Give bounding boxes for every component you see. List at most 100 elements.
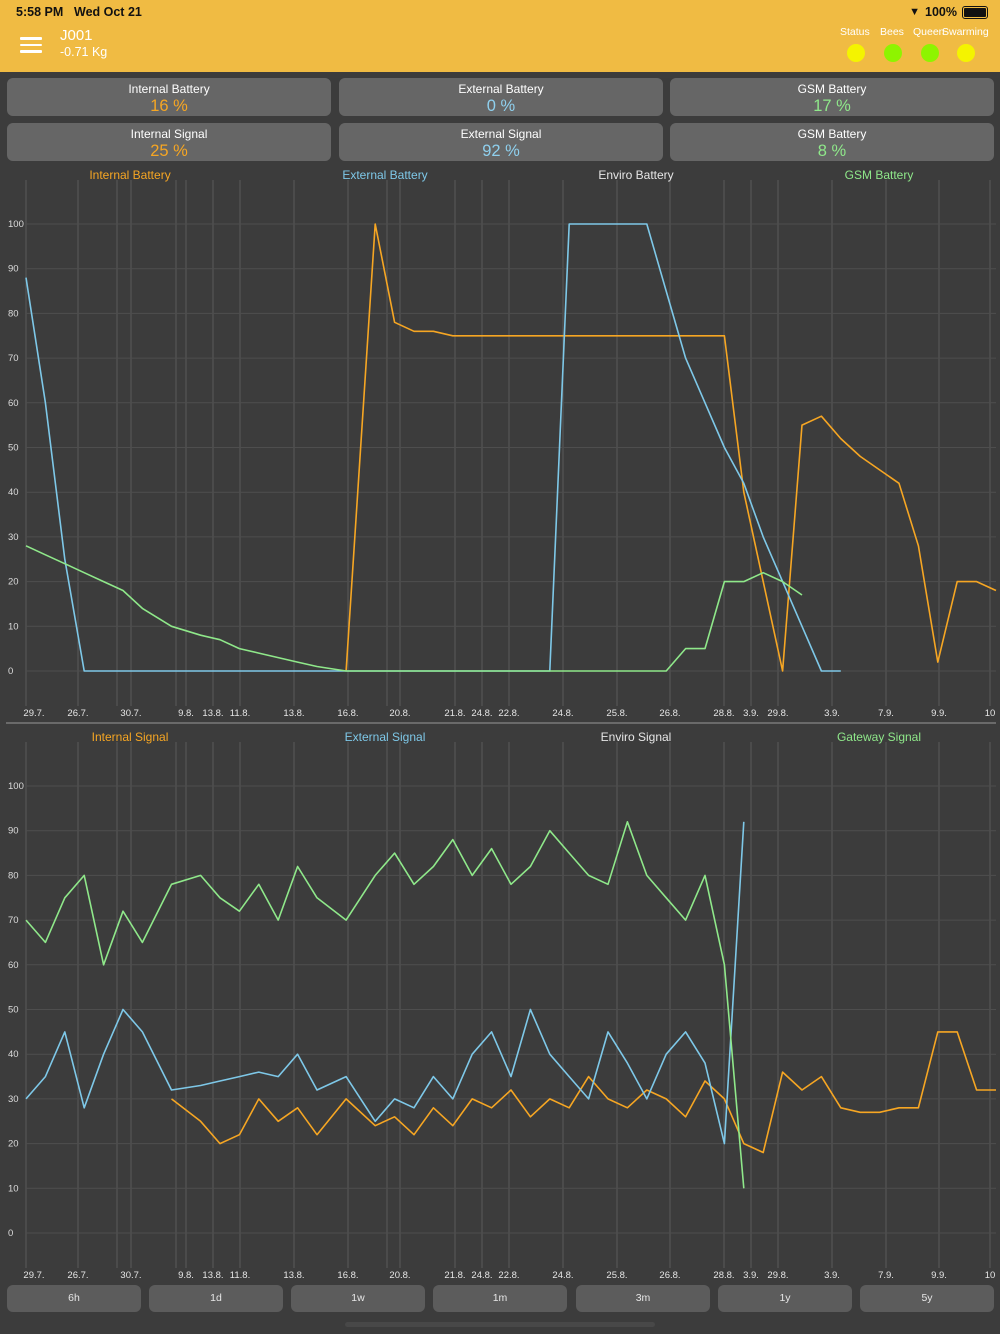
tile-value: 8 %: [670, 142, 994, 161]
status-battery: ▼ 100%: [909, 5, 988, 19]
x-tick-label: 30.7.: [120, 1270, 141, 1281]
x-tick-label: 24.8.: [471, 1270, 492, 1281]
y-tick-label: 0: [8, 666, 13, 677]
tile-internal-signal: Internal Signal 25 %: [7, 123, 331, 161]
x-tick-label: 21.8.: [444, 708, 465, 719]
range-button-5y[interactable]: 5y: [860, 1285, 994, 1312]
home-indicator: [345, 1322, 655, 1327]
x-tick-label: 24.8.: [471, 708, 492, 719]
y-tick-label: 100: [8, 781, 24, 792]
x-tick-label: 10: [985, 1270, 996, 1281]
x-tick-label: 30.7.: [120, 708, 141, 719]
range-button-1d[interactable]: 1d: [149, 1285, 283, 1312]
signal-chart[interactable]: 0 10 20 30 40 50 60 70 80 90 100 29.7. 26.7. 30.7. 9.8…: [0, 728, 1000, 1282]
legend-item[interactable]: Enviro Battery: [598, 168, 673, 182]
x-tick-label: 7.9.: [878, 708, 894, 719]
series-line-external-signal: [26, 822, 744, 1144]
x-tick-label: 26.7.: [67, 1270, 88, 1281]
y-tick-label: 100: [8, 219, 24, 230]
x-tick-label: 9.8.: [178, 708, 194, 719]
y-tick-label: 40: [8, 1049, 19, 1060]
x-tick-label: 26.8.: [659, 708, 680, 719]
y-tick-label: 50: [8, 443, 19, 454]
hive-name: J001: [60, 27, 93, 44]
x-tick-label: 16.8.: [337, 1270, 358, 1281]
indicator-status-dot[interactable]: [847, 44, 865, 62]
y-tick-label: 60: [8, 398, 19, 409]
y-tick-label: 70: [8, 353, 19, 364]
x-tick-label: 13.8.: [202, 708, 223, 719]
x-tick-label: 13.8.: [202, 1270, 223, 1281]
legend-item[interactable]: External Battery: [342, 168, 427, 182]
x-tick-label: 9.8.: [178, 1270, 194, 1281]
battery-icon: [962, 6, 988, 19]
range-button-3m[interactable]: 3m: [576, 1285, 710, 1312]
tile-gsm-battery: GSM Battery 17 %: [670, 78, 994, 116]
legend-item[interactable]: GSM Battery: [845, 168, 914, 182]
x-tick-label: 26.7.: [67, 708, 88, 719]
x-tick-label: 29.7.: [23, 1270, 44, 1281]
app-header: 5:58 PM Wed Oct 21 ▼ 100% J001 -0.71 Kg …: [0, 0, 1000, 72]
y-tick-label: 50: [8, 1005, 19, 1016]
x-tick-label: 22.8.: [498, 708, 519, 719]
range-button-1m[interactable]: 1m: [433, 1285, 567, 1312]
x-tick-label: 3.9.: [743, 1270, 759, 1281]
tile-label: Internal Signal: [7, 127, 331, 141]
tile-label: Internal Battery: [7, 82, 331, 96]
y-tick-label: 90: [8, 264, 19, 275]
y-tick-label: 20: [8, 577, 19, 588]
hive-weight: -0.71 Kg: [60, 45, 107, 59]
tile-value: 25 %: [7, 142, 331, 161]
tile-internal-battery: Internal Battery 16 %: [7, 78, 331, 116]
legend-item[interactable]: Internal Signal: [92, 730, 169, 744]
x-tick-label: 11.8.: [230, 708, 250, 719]
indicator-bees-dot[interactable]: [884, 44, 902, 62]
x-tick-label: 29.8.: [767, 708, 788, 719]
x-tick-label: 9.9.: [931, 708, 947, 719]
range-button-1w[interactable]: 1w: [291, 1285, 425, 1312]
y-tick-label: 40: [8, 487, 19, 498]
status-time: 5:58 PM: [16, 5, 63, 19]
y-tick-label: 30: [8, 532, 19, 543]
x-tick-label: 20.8.: [389, 1270, 410, 1281]
tile-label: GSM Battery: [670, 127, 994, 141]
battery-percent: 100%: [925, 5, 957, 19]
indicator-queen-label: Queen: [913, 26, 945, 38]
x-tick-label: 22.8.: [498, 1270, 519, 1281]
range-button-1y[interactable]: 1y: [718, 1285, 852, 1312]
x-tick-label: 11.8.: [230, 1270, 250, 1281]
legend-item[interactable]: External Signal: [345, 730, 426, 744]
status-date: Wed Oct 21: [74, 5, 142, 19]
legend-item[interactable]: Gateway Signal: [837, 730, 921, 744]
x-tick-label: 24.8.: [552, 1270, 573, 1281]
x-tick-label: 26.8.: [659, 1270, 680, 1281]
battery-chart[interactable]: 0 10 20 30 40 50 60 70 80 90 100 29.7. 26.7. 30.7. 9.8…: [0, 166, 1000, 720]
range-button-6h[interactable]: 6h: [7, 1285, 141, 1312]
x-tick-label: 3.9.: [743, 708, 759, 719]
x-tick-label: 16.8.: [337, 708, 358, 719]
x-tick-label: 13.8.: [283, 708, 304, 719]
x-tick-label: 3.9.: [824, 708, 840, 719]
wifi-icon: ▼: [909, 6, 920, 18]
x-tick-label: 25.8.: [606, 1270, 627, 1281]
x-tick-label: 29.8.: [767, 1270, 788, 1281]
x-tick-label: 29.7.: [23, 708, 44, 719]
indicator-queen-dot[interactable]: [921, 44, 939, 62]
legend-item[interactable]: Internal Battery: [89, 168, 170, 182]
menu-button[interactable]: [20, 37, 42, 53]
indicator-swarming-dot[interactable]: [957, 44, 975, 62]
hamburger-icon: [20, 37, 42, 40]
tile-value: 92 %: [339, 142, 663, 161]
tile-external-signal: External Signal 92 %: [339, 123, 663, 161]
y-tick-label: 80: [8, 308, 19, 319]
x-tick-label: 21.8.: [444, 1270, 465, 1281]
x-tick-label: 25.8.: [606, 708, 627, 719]
tile-label: External Signal: [339, 127, 663, 141]
chart-divider: [6, 722, 996, 724]
x-tick-label: 9.9.: [931, 1270, 947, 1281]
y-tick-label: 80: [8, 870, 19, 881]
y-tick-label: 10: [8, 621, 19, 632]
legend-item[interactable]: Enviro Signal: [601, 730, 672, 744]
x-tick-label: 3.9.: [824, 1270, 840, 1281]
y-tick-label: 70: [8, 915, 19, 926]
